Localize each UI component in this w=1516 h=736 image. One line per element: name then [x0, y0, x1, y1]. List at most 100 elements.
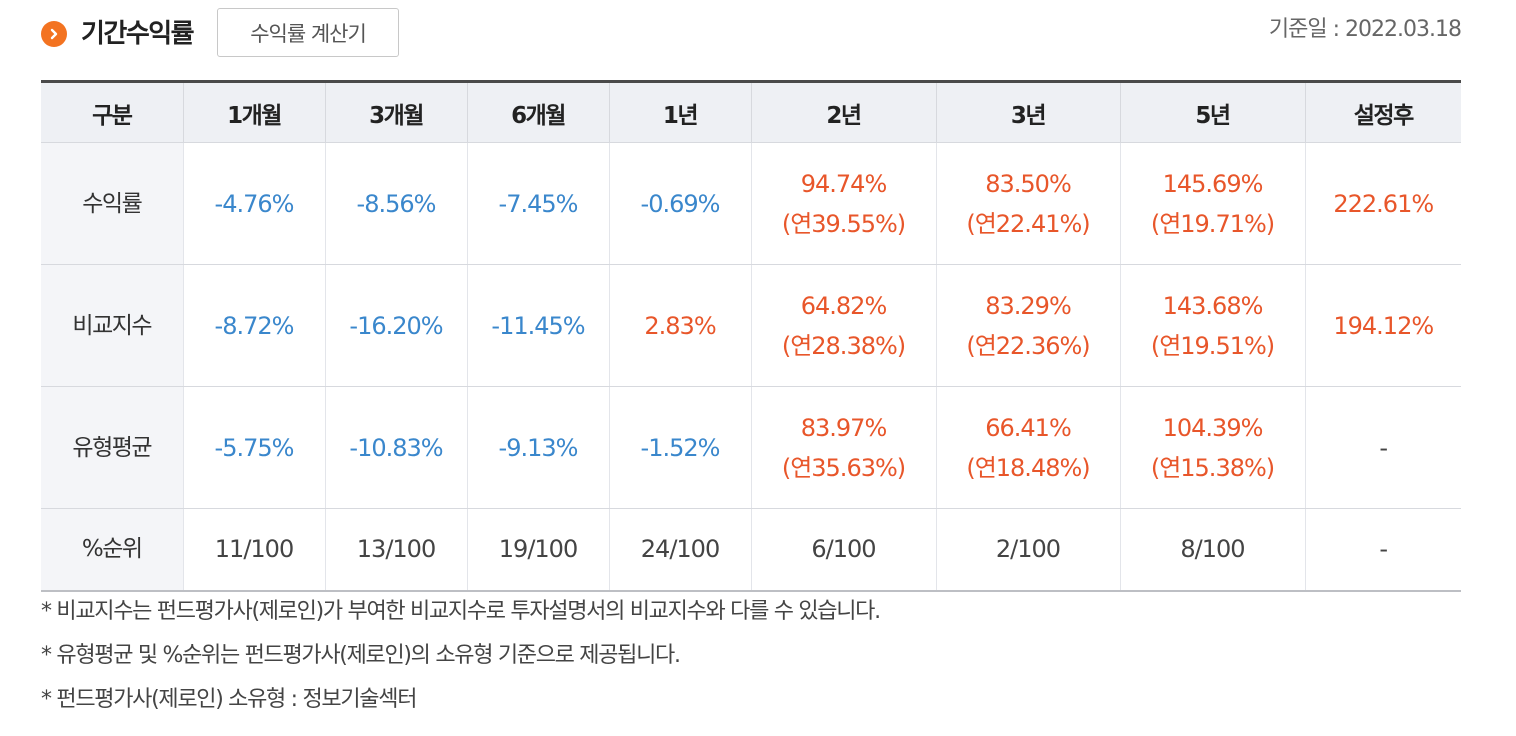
- footnotes: * 비교지수는 펀드평가사(제로인)가 부여한 비교지수로 투자설명서의 비교지…: [41, 592, 1461, 724]
- table-cell: -: [1304, 386, 1461, 509]
- table-cell: 83.29% (연22.36%): [935, 264, 1120, 387]
- cell-value: 83.97%: [800, 413, 888, 442]
- table-cell: 11/100: [182, 508, 325, 592]
- cell-value: 6/100: [811, 535, 876, 564]
- cell-value: 64.82%: [800, 291, 888, 320]
- table-cell: 64.82% (연28.38%): [750, 264, 936, 387]
- cell-value: 222.61%: [1333, 189, 1434, 218]
- cell-value: -11.45%: [491, 311, 585, 340]
- table-cell: 145.69% (연19.71%): [1119, 142, 1305, 265]
- column-header: 설정후: [1304, 80, 1461, 143]
- cell-value: -1.52%: [640, 433, 721, 462]
- table-cell: -5.75%: [182, 386, 325, 509]
- table-cell: 66.41% (연18.48%): [935, 386, 1120, 509]
- cell-value: 2.83%: [644, 311, 716, 340]
- cell-value: 19/100: [498, 535, 578, 564]
- cell-annualized-value: (연15.38%): [1150, 453, 1275, 482]
- table-cell: -: [1304, 508, 1461, 592]
- table-cell: 8/100: [1119, 508, 1305, 592]
- cell-value: 83.29%: [985, 291, 1072, 320]
- column-header: 6개월: [466, 80, 609, 143]
- cell-value: -8.56%: [356, 189, 437, 218]
- chevron-right-icon: [41, 21, 67, 47]
- table-cell: -1.52%: [608, 386, 751, 509]
- footnote: * 유형평균 및 %순위는 펀드평가사(제로인)의 소유형 기준으로 제공됩니다…: [41, 643, 681, 668]
- column-header: 2년: [750, 80, 936, 143]
- column-header: 5년: [1119, 80, 1305, 143]
- cell-annualized-value: (연28.38%): [781, 331, 906, 360]
- table-cell: -11.45%: [466, 264, 609, 387]
- table-cell: 94.74% (연39.55%): [750, 142, 936, 265]
- cell-value: 2/100: [995, 535, 1061, 564]
- table-cell: 194.12%: [1304, 264, 1461, 387]
- row-label: %순위: [41, 508, 183, 592]
- table-cell: -10.83%: [324, 386, 467, 509]
- table-cell: -8.72%: [182, 264, 325, 387]
- return-calculator-button[interactable]: 수익률 계산기: [217, 8, 399, 57]
- cell-annualized-value: (연18.48%): [966, 453, 1090, 482]
- table-cell: 104.39% (연15.38%): [1119, 386, 1305, 509]
- cell-value: -8.72%: [214, 311, 295, 340]
- row-label: 비교지수: [41, 264, 183, 387]
- table-cell: 24/100: [608, 508, 751, 592]
- table-cell: 83.97% (연35.63%): [750, 386, 936, 509]
- table-cell: 222.61%: [1304, 142, 1461, 265]
- cell-annualized-value: (연19.51%): [1150, 331, 1275, 360]
- cell-value: 94.74%: [800, 169, 888, 198]
- cell-value: 194.12%: [1333, 311, 1434, 340]
- cell-annualized-value: (연22.36%): [966, 331, 1090, 360]
- section-header: 기간수익률 수익률 계산기 기준일 : 2022.03.18: [41, 8, 1462, 60]
- table-row: 비교지수 -8.72% -16.20% -11.45% 2.83% 64.82% (연28.…: [41, 264, 1461, 387]
- column-header: 구분: [41, 80, 183, 143]
- table-cell: 6/100: [750, 508, 936, 592]
- cell-annualized-value: (연39.55%): [781, 209, 906, 238]
- table-body: 수익률 -4.76% -8.56% -7.45% -0.69% 94.74% (연39.55…: [41, 142, 1461, 592]
- table-cell: -9.13%: [466, 386, 609, 509]
- cell-value: -7.45%: [498, 189, 579, 218]
- cell-value: -: [1379, 535, 1388, 564]
- cell-value: -9.13%: [498, 433, 579, 462]
- column-header: 3년: [935, 80, 1120, 143]
- period-return-table-wrap: 구분 1개월 3개월 6개월 1년 2년 3년 5년 설정후 수익률 -4.76%…: [41, 80, 1461, 592]
- cell-value: 11/100: [214, 535, 294, 564]
- table-cell: 143.68% (연19.51%): [1119, 264, 1305, 387]
- cell-value: 145.69%: [1162, 169, 1264, 198]
- period-return-table: 구분 1개월 3개월 6개월 1년 2년 3년 5년 설정후 수익률 -4.76%…: [41, 80, 1461, 592]
- cell-value: -16.20%: [349, 311, 443, 340]
- base-date: 기준일 : 2022.03.18: [1268, 17, 1462, 42]
- table-cell: -7.45%: [466, 142, 609, 265]
- table-cell: -16.20%: [324, 264, 467, 387]
- cell-annualized-value: (연35.63%): [781, 453, 906, 482]
- column-header: 1년: [608, 80, 751, 143]
- table-row: 수익률 -4.76% -8.56% -7.45% -0.69% 94.74% (연39.55…: [41, 142, 1461, 265]
- table-cell: 2/100: [935, 508, 1120, 592]
- table-cell: 19/100: [466, 508, 609, 592]
- table-cell: -0.69%: [608, 142, 751, 265]
- cell-value: 104.39%: [1162, 413, 1264, 442]
- table-cell: -4.76%: [182, 142, 325, 265]
- column-header: 3개월: [324, 80, 467, 143]
- table-cell: -8.56%: [324, 142, 467, 265]
- table-cell: 13/100: [324, 508, 467, 592]
- cell-value: 24/100: [640, 535, 720, 564]
- row-label: 유형평균: [41, 386, 183, 509]
- column-header: 1개월: [182, 80, 325, 143]
- cell-value: 83.50%: [985, 169, 1072, 198]
- cell-annualized-value: (연22.41%): [966, 209, 1090, 238]
- table-header-row: 구분 1개월 3개월 6개월 1년 2년 3년 5년 설정후: [41, 80, 1461, 143]
- row-label: 수익률: [41, 142, 183, 265]
- page-title: 기간수익률: [81, 19, 195, 49]
- cell-value: 8/100: [1180, 535, 1245, 564]
- cell-value: 66.41%: [985, 413, 1072, 442]
- cell-value: 143.68%: [1162, 291, 1264, 320]
- cell-value: -4.76%: [214, 189, 295, 218]
- cell-value: 13/100: [356, 535, 436, 564]
- footnote: * 비교지수는 펀드평가사(제로인)가 부여한 비교지수로 투자설명서의 비교지…: [41, 599, 881, 624]
- cell-annualized-value: (연19.71%): [1150, 209, 1275, 238]
- footnote: * 펀드평가사(제로인) 소유형 : 정보기술섹터: [41, 687, 417, 712]
- table-row: %순위 11/100 13/100 19/100 24/100 6/100 2/100 8/1…: [41, 508, 1461, 592]
- cell-value: -10.83%: [349, 433, 443, 462]
- table-cell: 2.83%: [608, 264, 751, 387]
- cell-value: -5.75%: [214, 433, 295, 462]
- table-cell: 83.50% (연22.41%): [935, 142, 1120, 265]
